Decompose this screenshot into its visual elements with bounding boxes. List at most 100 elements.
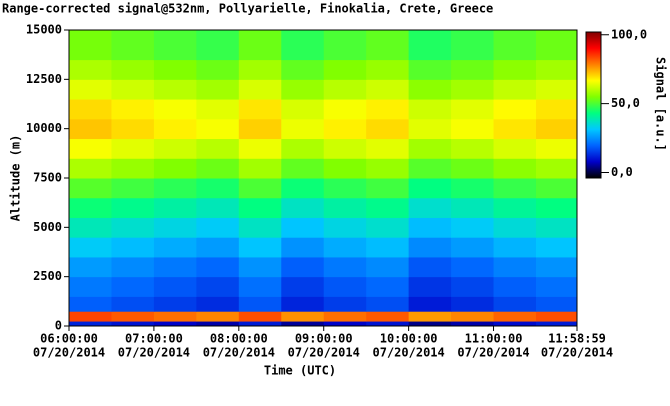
heat-cell <box>238 237 282 258</box>
heat-cell <box>535 178 578 199</box>
heat-cell <box>493 178 537 199</box>
heat-cell <box>196 256 240 278</box>
heat-cell <box>451 296 495 312</box>
heat-cell <box>153 118 197 140</box>
heat-cell <box>69 237 112 258</box>
heat-cell <box>366 178 410 199</box>
heat-cell <box>323 256 367 278</box>
y-tick-label: 2500 <box>33 269 62 283</box>
heat-cell <box>111 118 155 140</box>
heat-cell <box>281 296 325 312</box>
heat-cell <box>153 321 197 327</box>
heat-cell <box>493 311 537 322</box>
colorbar-tick-label: 0,0 <box>611 165 633 179</box>
heat-cell <box>111 276 155 297</box>
heat-cell <box>196 59 240 80</box>
heat-cell <box>535 311 578 322</box>
heat-cell <box>238 217 282 238</box>
heat-cell <box>111 30 155 61</box>
heat-cell <box>196 311 240 322</box>
heat-cell <box>69 178 112 199</box>
heat-cell <box>69 118 112 140</box>
heat-cell <box>153 217 197 238</box>
heat-cell <box>153 30 197 61</box>
heat-cell <box>366 30 410 61</box>
heat-cell <box>451 158 495 179</box>
heat-cell <box>408 197 452 218</box>
y-tick-label: 7500 <box>33 171 62 185</box>
heat-cell <box>493 256 537 278</box>
heat-cell <box>281 178 325 199</box>
heat-cell <box>111 59 155 80</box>
heat-cell <box>111 217 155 238</box>
heat-cell <box>366 197 410 218</box>
heat-cell <box>408 138 452 159</box>
heat-cell <box>323 321 367 327</box>
heat-cell <box>451 118 495 140</box>
heat-cell <box>196 197 240 218</box>
heat-cell <box>281 256 325 278</box>
heat-cell <box>111 296 155 312</box>
heat-cell <box>323 237 367 258</box>
heat-cell <box>196 296 240 312</box>
heat-cell <box>111 138 155 159</box>
heat-cell <box>238 296 282 312</box>
heat-cell <box>196 178 240 199</box>
heat-cell <box>535 296 578 312</box>
heat-cell <box>69 276 112 297</box>
y-tick-label: 0 <box>55 319 62 333</box>
y-tick-label: 5000 <box>33 220 62 234</box>
heat-cell <box>451 59 495 80</box>
heat-cell <box>69 99 112 120</box>
heat-cell <box>111 158 155 179</box>
heat-cell <box>196 237 240 258</box>
heat-cell <box>111 237 155 258</box>
heat-cell <box>535 59 578 80</box>
heat-cell <box>535 118 578 140</box>
x-tick-label: 06:00:00 <box>40 332 98 346</box>
heat-cell <box>196 30 240 61</box>
x-tick-label: 07:00:00 <box>125 332 183 346</box>
heat-cell <box>408 118 452 140</box>
heat-cell <box>281 237 325 258</box>
heat-cell <box>493 158 537 179</box>
x-tick-label: 08:00:00 <box>210 332 268 346</box>
heat-cell <box>408 296 452 312</box>
heat-cell <box>408 276 452 297</box>
heat-cell <box>451 256 495 278</box>
heat-cell <box>69 59 112 80</box>
heat-cell <box>69 321 112 327</box>
heat-cell <box>451 217 495 238</box>
heat-cell <box>238 276 282 297</box>
heat-cell <box>238 321 282 327</box>
heat-cell <box>196 79 240 100</box>
x-tick-date: 07/20/2014 <box>457 346 529 360</box>
heat-cell <box>281 158 325 179</box>
heat-cell <box>408 256 452 278</box>
x-tick-date: 07/20/2014 <box>33 346 105 360</box>
heat-cell <box>153 99 197 120</box>
heat-cell <box>366 256 410 278</box>
heat-cell <box>238 118 282 140</box>
heat-cell <box>493 237 537 258</box>
heat-cell <box>535 30 578 61</box>
heat-cell <box>238 30 282 61</box>
heat-cell <box>196 158 240 179</box>
heat-cell <box>366 118 410 140</box>
x-tick-date: 07/20/2014 <box>288 346 360 360</box>
x-tick-label: 11:00:00 <box>465 332 523 346</box>
heat-cell <box>281 217 325 238</box>
heat-cell <box>281 276 325 297</box>
heat-cell <box>408 158 452 179</box>
heat-cell <box>238 99 282 120</box>
colorbar-tick-label: 50,0 <box>611 96 640 110</box>
heat-cell <box>323 30 367 61</box>
y-tick-label: 15000 <box>26 23 62 37</box>
heat-cell <box>281 99 325 120</box>
heat-cell <box>281 30 325 61</box>
heat-cell <box>408 30 452 61</box>
heat-cell <box>451 197 495 218</box>
heat-cell <box>366 296 410 312</box>
